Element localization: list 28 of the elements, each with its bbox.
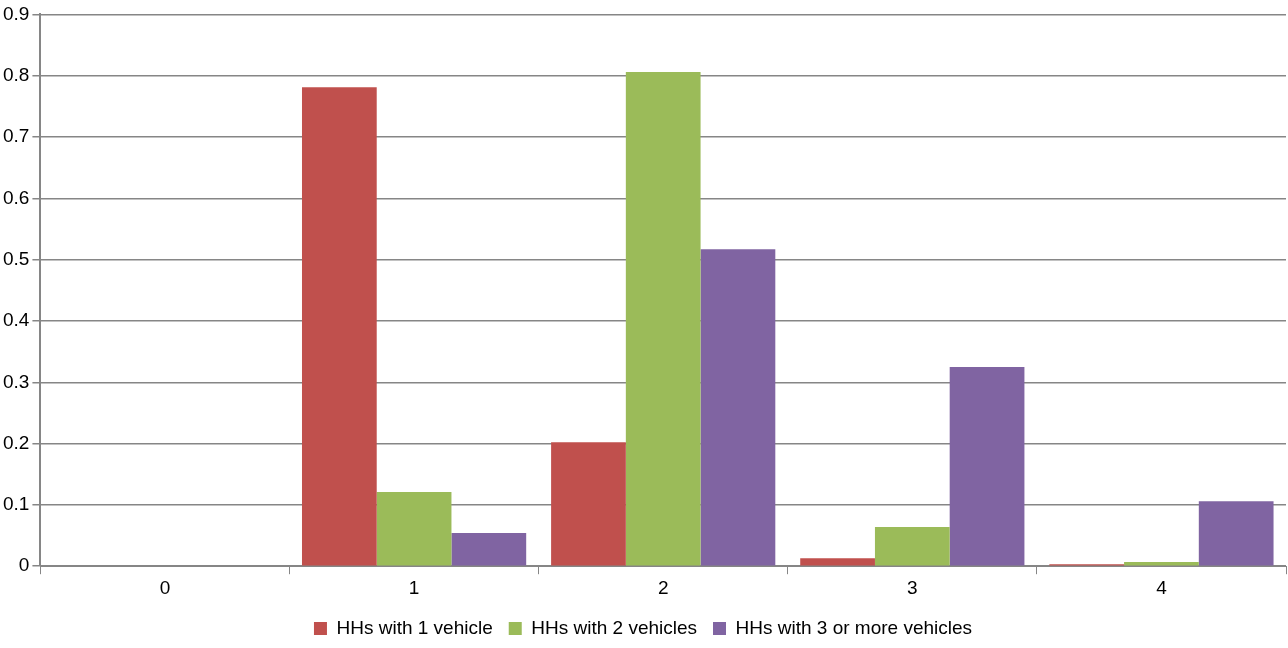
- y-tick-label: 0.9: [2, 2, 30, 24]
- x-tick-label: 1: [408, 576, 420, 598]
- bar: [700, 249, 776, 566]
- x-tick-label: 4: [1156, 576, 1168, 598]
- y-tick-label: 0.8: [2, 63, 30, 85]
- bar: [301, 87, 377, 566]
- legend-label: HHs with 3 or more vehicles: [735, 616, 973, 638]
- x-tick-label: 0: [159, 576, 171, 598]
- legend-label: HHs with 2 vehicles: [531, 616, 698, 638]
- y-tick-label: 0.2: [2, 431, 30, 453]
- bar: [800, 558, 875, 566]
- bar: [1198, 501, 1274, 566]
- y-tick-label: 0.1: [2, 493, 30, 515]
- x-tick-label: 2: [657, 576, 669, 598]
- y-tick-label: 0.3: [2, 370, 30, 392]
- bar: [451, 533, 527, 566]
- y-tick-label: 0.7: [2, 125, 30, 147]
- bar: [874, 526, 950, 566]
- y-tick-label: 0.4: [2, 309, 30, 331]
- bar: [376, 492, 452, 566]
- y-tick-label: 0.6: [2, 186, 30, 208]
- y-tick-label: 0: [18, 554, 30, 576]
- bar: [551, 442, 626, 566]
- y-tick-label: 0.5: [2, 247, 30, 269]
- bar: [949, 366, 1025, 566]
- legend-label: HHs with 1 vehicle: [336, 616, 493, 638]
- x-tick-label: 3: [907, 576, 918, 598]
- bar: [625, 72, 701, 566]
